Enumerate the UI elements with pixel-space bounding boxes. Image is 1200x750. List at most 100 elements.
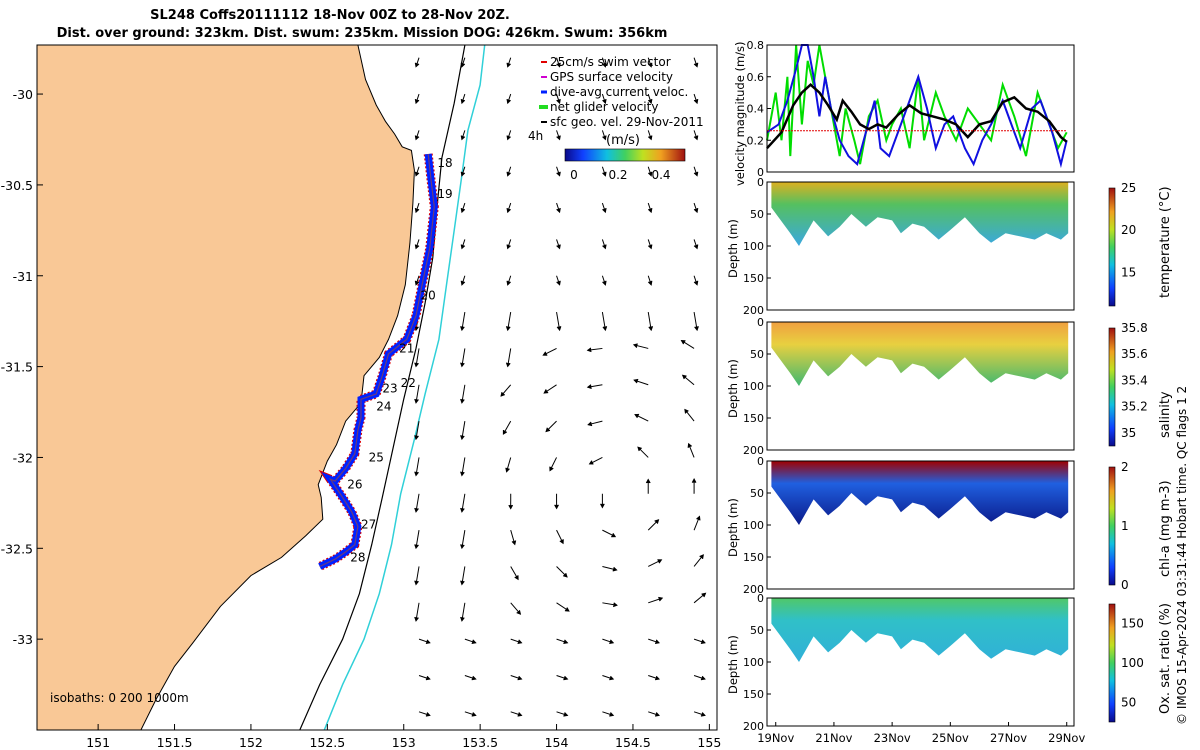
velocity-vector-head [701, 592, 707, 598]
time-tick-label: 23Nov [874, 731, 911, 745]
velocity-vector-head [506, 171, 511, 177]
velocity-vector-head [460, 398, 465, 404]
time-tick-label: 29Nov [1048, 731, 1085, 745]
legend-net-label: net glider velocity [550, 100, 658, 114]
velocity-vector-head [471, 639, 477, 644]
oxygen-colorbar-tick: 100 [1121, 656, 1144, 670]
isobath-label: isobaths: 0 200 1000m [50, 691, 189, 705]
velocity-vector-head [680, 340, 686, 345]
legend-swim-label: 25cm/s swim vector [550, 55, 671, 69]
chl-a-colorbar-tick: 0 [1121, 578, 1129, 592]
salinity-colorbar-tick: 35 [1121, 426, 1136, 440]
velocity-vector-head [633, 378, 639, 384]
velocity-vector-head [694, 326, 699, 332]
velocity-vector-head [414, 62, 420, 68]
oxygen-colorbar [1108, 603, 1116, 723]
depth-tick-label: 200 [743, 444, 764, 457]
chl-a-colorbar-tick: 2 [1121, 460, 1129, 474]
velocity-vector-head [506, 99, 511, 105]
glider-track [319, 153, 435, 568]
map-y-tick-label: -33 [13, 632, 33, 647]
temperature-ylabel: Depth (m) [726, 219, 740, 278]
figure-title-line1: SL248 Coffs20111112 18-Nov 00Z to 28-Nov… [150, 8, 510, 23]
map-y-tick-label: -30 [13, 87, 33, 102]
velocity-series [766, 83, 1068, 150]
velocity-vector-head [414, 362, 419, 368]
map-colorbar-tick: 0 [570, 168, 578, 182]
velocity-vector-head [505, 467, 510, 473]
velocity-vector-head [502, 430, 508, 435]
legend-sfc-label: sfc geo. vel. 29-Nov-2011 [550, 115, 704, 129]
velocity-vector-head [460, 326, 465, 332]
velocity-vector-head [647, 171, 653, 177]
depth-tick-label: 150 [743, 551, 764, 564]
salinity-colorbar [1108, 327, 1116, 447]
map-y-tick-label: -32 [13, 450, 33, 465]
depth-tick-label: 100 [743, 656, 764, 669]
velocity-vector-head [687, 442, 693, 448]
figure-title-line2: Dist. over ground: 323km. Dist. swum: 23… [56, 26, 668, 41]
velocity-vector-head [609, 675, 615, 681]
velocity-ylabel: velocity magnitude (m/s) [733, 41, 747, 186]
velocity-vector-head [425, 639, 431, 644]
velocity-vector-head [647, 99, 653, 105]
velocity-vector-head [506, 208, 511, 214]
temperature-colorbar-tick: 25 [1121, 181, 1136, 195]
velocity-vector-head [602, 326, 608, 332]
day-label: 21 [399, 341, 414, 355]
velocity-vector-head [655, 639, 660, 644]
map-colorbar-tick: 0.2 [608, 168, 627, 182]
velocity-vector-head [414, 580, 419, 586]
velocity-vector-head [414, 135, 420, 141]
velocity-vector-head [611, 533, 617, 538]
velocity-vector-head [637, 446, 642, 452]
day-label: 28 [350, 550, 365, 564]
velocity-vector-head [506, 244, 511, 250]
velocity-vector-head [460, 362, 465, 368]
depth-tick-label: 50 [750, 348, 764, 361]
day-label: 23 [382, 381, 397, 395]
chl-a-ylabel: Depth (m) [726, 498, 740, 557]
velocity-vector-head [600, 503, 605, 509]
velocity-vector-head [647, 244, 653, 250]
velocity-vector-head [693, 208, 699, 214]
velocity-vector-head [517, 639, 523, 644]
velocity-vector-head [556, 62, 561, 68]
velocity-vector-head [460, 62, 466, 68]
map-x-tick-label: 155 [697, 735, 721, 750]
velocity-vector-head [414, 280, 420, 286]
day-label: 27 [361, 518, 376, 532]
isobath-1000m [323, 45, 486, 730]
map-x-tick-label: 153.5 [462, 735, 498, 750]
map-x-tick-label: 154 [545, 735, 569, 750]
map-colorbar [564, 148, 686, 162]
oxygen-colorbar-tick: 150 [1121, 617, 1144, 631]
velocity-vector-head [693, 244, 699, 250]
velocity-vector-head [556, 171, 561, 177]
time-tick-label: 19Nov [757, 731, 794, 745]
oxygen-colorbar-label: Ox. sat. ratio (%) [1158, 603, 1173, 714]
velocity-vector-head [563, 712, 569, 717]
map-x-tick-label: 151.5 [157, 735, 193, 750]
velocity-vector-head [613, 602, 618, 608]
map-colorbar-label: (m/s) [606, 133, 640, 148]
velocity-vector-head [542, 351, 548, 356]
velocity-vector-head [588, 460, 594, 465]
velocity-vector-head [655, 675, 660, 681]
velocity-vector-head [602, 280, 607, 286]
velocity-y-tick-label: 0.2 [747, 134, 765, 147]
velocity-vector-head [556, 280, 561, 286]
day-label: 26 [347, 478, 362, 492]
velocity-vector-head [700, 712, 706, 717]
map-x-tick-label: 153 [392, 735, 416, 750]
velocity-vector-head [414, 507, 419, 513]
velocity-vector-head [602, 208, 607, 214]
salinity-colorbar-tick: 35.4 [1121, 373, 1148, 387]
velocity-vector-head [562, 572, 568, 578]
velocity-vector-head [514, 575, 519, 581]
velocity-panel: 0 0.2 0.4 0.6 0.8 velocity magnitude (m/s) [733, 39, 1075, 186]
velocity-vector-head [460, 244, 466, 250]
velocity-vector-head [505, 362, 511, 368]
velocity-vector-head [602, 171, 607, 177]
